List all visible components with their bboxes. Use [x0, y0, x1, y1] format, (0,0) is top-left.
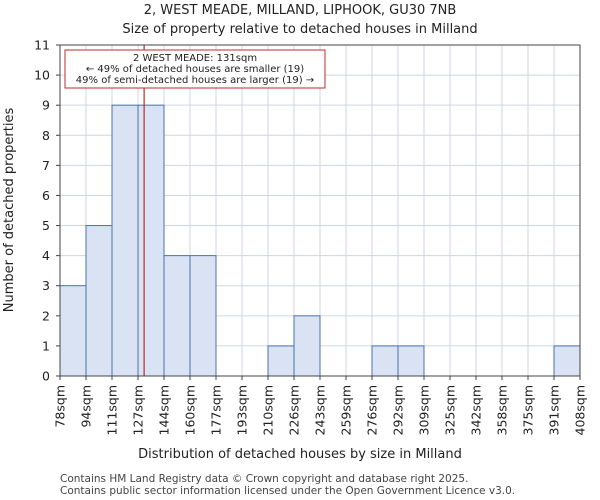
y-tick-label: 9	[42, 98, 50, 113]
annotation-line-2: ← 49% of detached houses are smaller (19…	[86, 64, 304, 75]
x-tick-label: 94sqm	[79, 385, 94, 428]
bar-292sqm	[397, 345, 425, 377]
y-tick-label: 3	[42, 278, 50, 293]
y-tick-label: 6	[42, 188, 50, 203]
bar-94sqm	[85, 225, 113, 377]
x-tick-label: 127sqm	[131, 385, 146, 435]
bar-391sqm	[553, 345, 581, 377]
footer-line-2: Contains public sector information licen…	[60, 485, 515, 497]
chart-title-line-2: Size of property relative to detached ho…	[122, 22, 477, 37]
x-tick-label: 177sqm	[209, 385, 224, 435]
y-tick-label: 5	[42, 218, 50, 233]
x-tick-labels: 78sqm 94sqm 111sqm 127sqm 144sqm 160sqm 177sqm…	[53, 376, 588, 435]
y-tick-label: 1	[42, 338, 50, 353]
x-tick-label: 358sqm	[495, 385, 510, 435]
x-tick-label: 144sqm	[157, 385, 172, 435]
chart-title-line-1: 2, WEST MEADE, MILLAND, LIPHOOK, GU30 7N…	[144, 3, 457, 18]
x-tick-label: 391sqm	[547, 385, 562, 435]
y-axis-label: Number of detached properties	[2, 108, 17, 313]
bar-78sqm	[59, 285, 87, 377]
x-tick-label: 226sqm	[287, 385, 302, 435]
x-tick-label: 160sqm	[183, 385, 198, 435]
x-tick-label: 276sqm	[365, 385, 380, 435]
bar-226sqm	[293, 315, 321, 377]
bar-144sqm	[163, 255, 191, 377]
bar-160sqm	[189, 255, 217, 377]
bar-276sqm	[371, 345, 399, 377]
y-tick-label: 0	[42, 369, 50, 384]
x-tick-label: 193sqm	[235, 385, 250, 435]
x-axis-label: Distribution of detached houses by size …	[138, 447, 462, 462]
y-tick-label: 10	[34, 68, 50, 83]
bar-127sqm	[137, 104, 165, 377]
annotation-frame	[64, 49, 326, 89]
y-tick-label: 7	[42, 158, 50, 173]
x-tick-label: 342sqm	[469, 385, 484, 435]
y-tick-label: 8	[42, 128, 50, 143]
x-tick-label: 292sqm	[391, 385, 406, 435]
bar-111sqm	[111, 104, 139, 377]
y-tick-label: 2	[42, 308, 50, 323]
x-tick-label: 243sqm	[313, 385, 328, 435]
x-tick-label: 111sqm	[105, 385, 120, 435]
annotation-line-3: 49% of semi-detached houses are larger (…	[76, 75, 314, 86]
y-tick-label: 4	[42, 248, 50, 263]
x-tick-label: 259sqm	[339, 385, 354, 435]
x-tick-label: 78sqm	[53, 385, 68, 428]
x-tick-label: 309sqm	[417, 385, 432, 435]
x-tick-label: 375sqm	[521, 385, 536, 435]
y-tick-labels: 0 1 2 3 4 5 6 7 8 9 10 11	[34, 38, 60, 384]
bar-210sqm	[267, 345, 295, 377]
x-tick-label: 408sqm	[573, 385, 588, 435]
annotation-line-1: 2 WEST MEADE: 131sqm	[133, 53, 257, 64]
x-tick-label: 210sqm	[261, 385, 276, 435]
annotation-box: 2 WEST MEADE: 131sqm ← 49% of detached h…	[64, 49, 326, 89]
footer-line-1: Contains HM Land Registry data © Crown c…	[60, 473, 468, 485]
x-tick-label: 325sqm	[443, 385, 458, 435]
bars	[59, 104, 581, 377]
y-tick-label: 11	[34, 38, 50, 53]
